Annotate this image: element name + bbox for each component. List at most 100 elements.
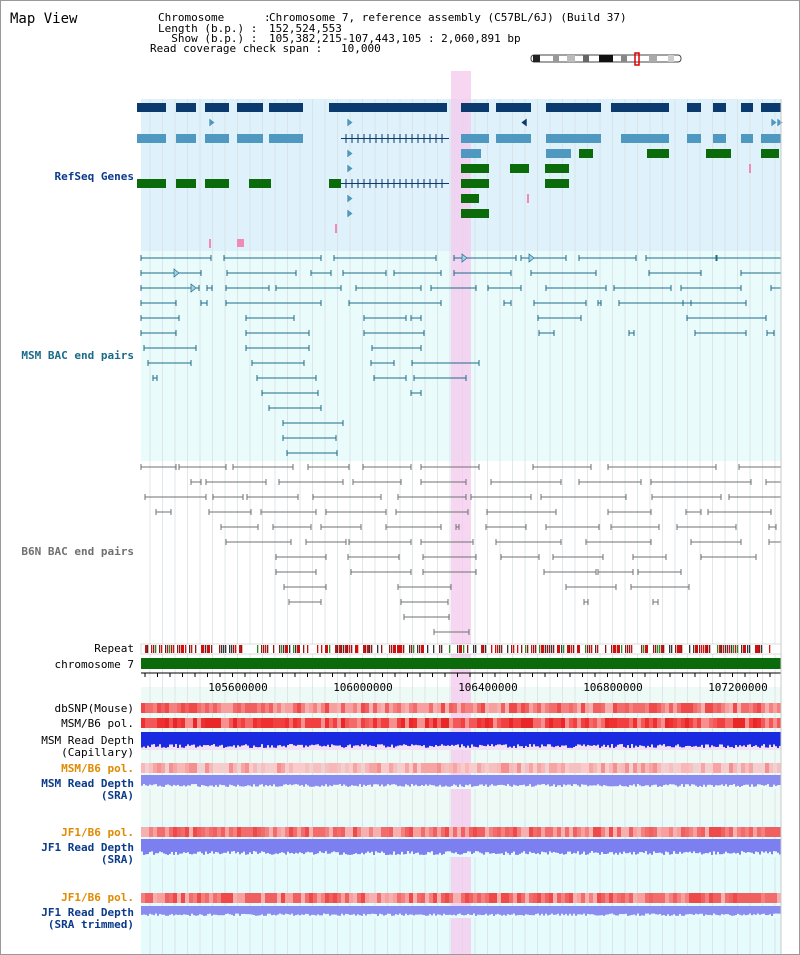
heatmap-cell	[681, 827, 685, 837]
depth-bar	[663, 775, 665, 786]
depth-bar	[453, 906, 455, 915]
depth-bar	[445, 906, 447, 915]
heatmap-cell	[393, 893, 397, 903]
depth-bar	[697, 906, 699, 915]
depth-bar	[433, 906, 435, 914]
chromosome-ideogram[interactable]	[529, 52, 685, 66]
depth-bar	[411, 906, 413, 915]
depth-bar	[429, 839, 431, 853]
depth-bar	[587, 839, 589, 855]
depth-bar	[583, 906, 585, 914]
depth-bar	[757, 839, 759, 853]
heatmap-cell	[669, 718, 673, 728]
repeat-element	[297, 645, 300, 653]
track-label-msm-bac[interactable]: MSM BAC end pairs	[21, 349, 134, 362]
heatmap-cell	[733, 893, 737, 903]
depth-bar	[219, 906, 221, 916]
heatmap-cell	[777, 718, 781, 728]
depth-bar	[617, 775, 619, 787]
heatmap-cell	[205, 763, 209, 773]
repeat-element	[457, 645, 459, 653]
depth-bar	[555, 906, 557, 915]
heatmap-cell	[541, 703, 545, 713]
depth-bar	[705, 775, 707, 787]
depth-bar	[617, 839, 619, 855]
heatmap-cell	[645, 763, 649, 773]
repeat-element	[621, 645, 623, 653]
depth-bar	[421, 775, 423, 786]
gene-exon	[461, 209, 489, 218]
depth-bar	[755, 839, 757, 852]
heatmap-cell	[445, 827, 449, 837]
track-label-msm-depth-sra: MSM Read Depth	[41, 777, 134, 790]
depth-bar	[291, 732, 293, 745]
depth-bar	[589, 906, 591, 915]
depth-bar	[163, 732, 165, 748]
heatmap-cell	[437, 718, 441, 728]
depth-bar	[769, 906, 771, 915]
depth-bar	[153, 839, 155, 855]
heatmap-cell	[541, 827, 545, 837]
repeat-element	[155, 645, 157, 653]
heatmap-cell	[497, 893, 501, 903]
depth-bar	[183, 732, 185, 748]
depth-bar	[497, 775, 499, 786]
heatmap-cell	[725, 718, 729, 728]
depth-bar	[451, 906, 453, 916]
chromosome-info-key: Chromosome :	[158, 11, 271, 24]
heatmap-cell	[349, 893, 353, 903]
depth-bar	[569, 906, 571, 914]
repeat-element	[617, 645, 620, 653]
depth-bar	[707, 775, 709, 785]
heatmap-cell	[213, 763, 217, 773]
heatmap-cell	[317, 893, 321, 903]
depth-bar	[353, 732, 355, 746]
depth-bar	[203, 839, 205, 855]
depth-bar	[711, 732, 713, 746]
heatmap-cell	[693, 827, 697, 837]
heatmap-cell	[641, 763, 645, 773]
depth-bar	[729, 906, 731, 916]
depth-bar	[339, 839, 341, 855]
depth-bar	[697, 732, 699, 747]
track-label-refseq[interactable]: RefSeq Genes	[54, 170, 134, 183]
heatmap-cell	[281, 703, 285, 713]
depth-bar	[767, 732, 769, 748]
depth-bar	[237, 732, 239, 746]
depth-bar	[655, 906, 657, 915]
depth-bar	[235, 732, 237, 748]
depth-bar	[779, 839, 781, 855]
depth-bar	[777, 839, 779, 853]
heatmap-cell	[189, 703, 193, 713]
repeat-element	[571, 645, 573, 653]
depth-bar	[399, 839, 401, 855]
depth-bar	[547, 839, 549, 855]
depth-bar	[175, 775, 177, 786]
depth-bar	[743, 732, 745, 746]
depth-bar	[259, 839, 261, 853]
depth-bar	[491, 775, 493, 785]
depth-bar	[185, 839, 187, 853]
gene-exon	[713, 134, 726, 143]
heatmap-cell	[429, 763, 433, 773]
track-label-b6n-bac[interactable]: B6N BAC end pairs	[21, 545, 134, 558]
heatmap-cell	[261, 703, 265, 713]
depth-bar	[451, 732, 453, 745]
heatmap-cell	[557, 703, 561, 713]
depth-bar	[329, 839, 331, 854]
depth-bar	[195, 732, 197, 748]
gene-exon	[741, 134, 753, 143]
depth-bar	[691, 775, 693, 785]
heatmap-cell	[669, 703, 673, 713]
heatmap-cell	[717, 827, 721, 837]
depth-bar	[309, 906, 311, 916]
depth-bar	[489, 775, 491, 786]
heatmap-cell	[225, 827, 229, 837]
depth-bar	[317, 775, 319, 787]
heatmap-cell	[753, 827, 757, 837]
depth-bar	[373, 839, 375, 855]
depth-bar	[425, 775, 427, 785]
repeat-element	[393, 645, 396, 653]
depth-bar	[771, 775, 773, 787]
